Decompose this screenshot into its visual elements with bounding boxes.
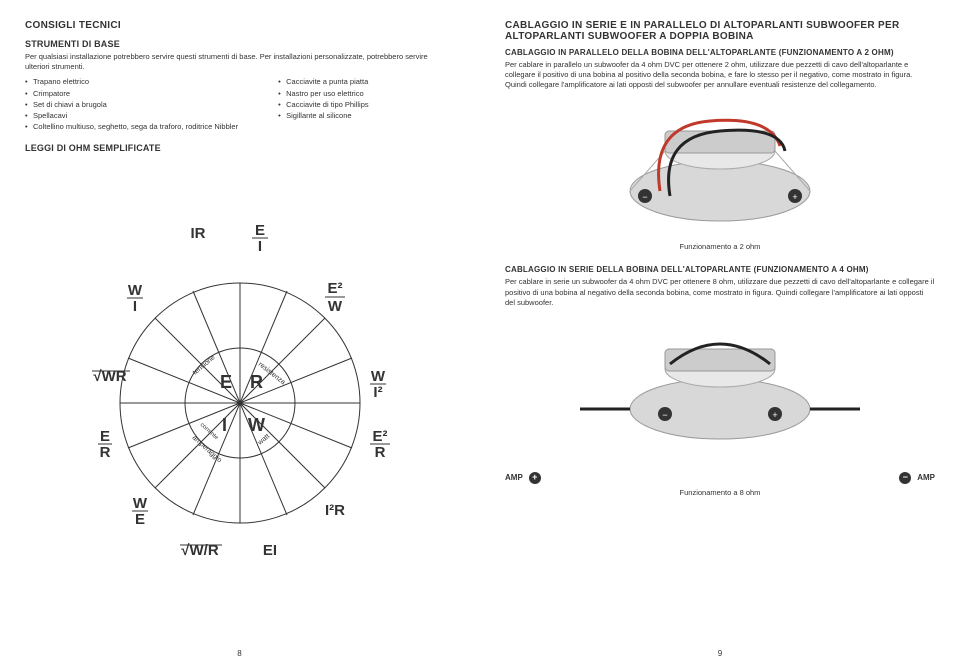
tool-item: Sigillante al silicone bbox=[278, 110, 369, 121]
series-text: Per cablare in serie un subwoofer da 4 o… bbox=[505, 277, 935, 307]
svg-text:R: R bbox=[374, 444, 385, 461]
svg-text:+: + bbox=[792, 192, 797, 202]
svg-text:watt: watt bbox=[256, 432, 271, 446]
svg-text:EI: EI bbox=[262, 542, 276, 559]
minus-icon: − bbox=[899, 472, 911, 484]
tool-item: Spellacavi bbox=[25, 110, 238, 121]
left-title: CONSIGLI TECNICI bbox=[25, 20, 454, 31]
svg-text:R: R bbox=[250, 372, 263, 392]
svg-text:I: I bbox=[222, 415, 227, 435]
svg-text:I²: I² bbox=[373, 384, 382, 401]
svg-text:tensione: tensione bbox=[191, 354, 216, 376]
svg-text:IR: IR bbox=[190, 225, 205, 242]
tools-heading: STRUMENTI DI BASE bbox=[25, 39, 454, 49]
tool-item: Coltellino multiuso, seghetto, sega da t… bbox=[25, 121, 238, 132]
ohm-law-title: LEGGI DI OHM SEMPLIFICATE bbox=[25, 143, 454, 153]
svg-text:W: W bbox=[370, 368, 385, 385]
svg-text:E: E bbox=[134, 511, 144, 528]
tool-item: Trapano elettrico bbox=[25, 76, 238, 87]
svg-text:W: W bbox=[327, 298, 342, 315]
right-title: CABLAGGIO IN SERIE E IN PARALLELO DI ALT… bbox=[505, 20, 935, 42]
tools-list-b: Cacciavite a punta piatta Nastro per uso… bbox=[278, 76, 369, 132]
svg-text:amperaggio: amperaggio bbox=[190, 434, 222, 464]
series-title: CABLAGGIO IN SERIE DELLA BOBINA DELL'ALT… bbox=[505, 265, 935, 274]
svg-text:E: E bbox=[254, 222, 264, 239]
parallel-caption: Funzionamento a 2 ohm bbox=[505, 242, 935, 251]
svg-text:W: W bbox=[132, 495, 147, 512]
parallel-title: CABLAGGIO IN PARALLELO DELLA BOBINA DELL… bbox=[505, 48, 935, 57]
svg-text:−: − bbox=[662, 410, 667, 420]
svg-text:R: R bbox=[99, 444, 110, 461]
amp-label-right: AMP bbox=[917, 473, 935, 482]
page-number-left: 8 bbox=[237, 649, 241, 658]
plus-icon: + bbox=[529, 472, 541, 484]
svg-text:W: W bbox=[127, 282, 142, 299]
page-number-right: 9 bbox=[718, 649, 722, 658]
svg-text:E²: E² bbox=[327, 280, 342, 297]
svg-text:W: W bbox=[248, 415, 265, 435]
tool-item: Nastro per uso elettrico bbox=[278, 88, 369, 99]
series-diagram: − + AMP + − AMP Funzionamento a 8 ohm bbox=[505, 314, 935, 497]
series-caption: Funzionamento a 8 ohm bbox=[505, 488, 935, 497]
tools-columns: Trapano elettrico Crimpatore Set di chia… bbox=[25, 76, 454, 132]
svg-text:I: I bbox=[257, 238, 261, 255]
tools-intro: Per qualsiasi installazione potrebbero s… bbox=[25, 52, 454, 72]
svg-text:I: I bbox=[132, 298, 136, 315]
tool-item: Cacciavite di tipo Phillips bbox=[278, 99, 369, 110]
svg-text:I²R: I²R bbox=[325, 502, 345, 519]
ohm-wheel: E R I W tensione resistenza amperaggio c… bbox=[80, 163, 400, 563]
tool-item: Cacciavite a punta piatta bbox=[278, 76, 369, 87]
tools-list-a: Trapano elettrico Crimpatore Set di chia… bbox=[25, 76, 238, 132]
amp-label-left: AMP bbox=[505, 473, 523, 482]
svg-text:+: + bbox=[772, 410, 777, 420]
svg-text:−: − bbox=[642, 192, 647, 202]
parallel-text: Per cablare in parallelo un subwoofer da… bbox=[505, 60, 935, 90]
svg-text:E²: E² bbox=[372, 428, 387, 445]
svg-text:E: E bbox=[220, 372, 232, 392]
svg-text:E: E bbox=[99, 428, 109, 445]
parallel-diagram: − + Funzionamento a 2 ohm bbox=[505, 96, 935, 251]
svg-text:corrente: corrente bbox=[198, 422, 219, 442]
tool-item: Set di chiavi a brugola bbox=[25, 99, 238, 110]
tool-item: Crimpatore bbox=[25, 88, 238, 99]
